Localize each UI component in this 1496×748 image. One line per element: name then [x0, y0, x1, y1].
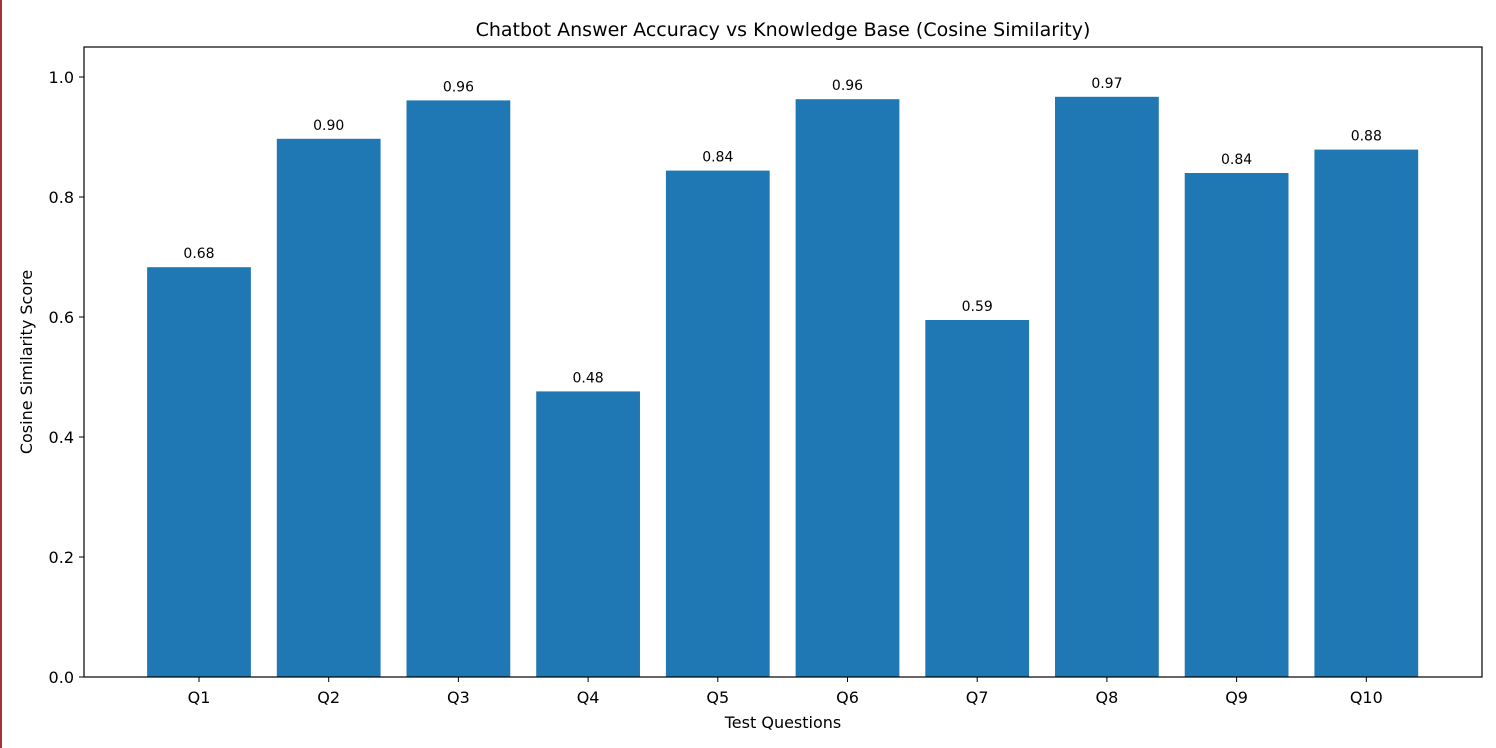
data-label-q4: 0.48 [573, 370, 604, 386]
bar-q1 [147, 267, 251, 677]
data-label-q7: 0.59 [962, 299, 993, 315]
bars-layer [147, 96, 1419, 678]
y-tick-label: 0.6 [49, 308, 74, 327]
chart-title: Chatbot Answer Accuracy vs Knowledge Bas… [476, 19, 1091, 41]
x-tick-label: Q10 [1350, 688, 1383, 707]
y-tick-label: 0.2 [49, 548, 74, 567]
bar-q8 [1055, 96, 1159, 678]
x-tick-label: Q1 [188, 688, 211, 707]
x-tick-label: Q3 [447, 688, 470, 707]
window-left-edge [0, 0, 2, 748]
x-tick-label: Q6 [836, 688, 859, 707]
bar-q3 [406, 100, 511, 677]
x-axis-label: Test Questions [724, 713, 842, 732]
bar-q4 [536, 391, 640, 677]
bar-q9 [1184, 173, 1289, 677]
data-labels-layer: 0.68 0.90 0.96 0.48 0.84 0.96 0.59 0.97 0.84 0.88 [183, 76, 1381, 387]
y-axis-ticks: 0.0 0.2 0.4 0.6 0.8 1.0 [49, 68, 84, 687]
x-tick-label: Q8 [1096, 688, 1119, 707]
x-tick-label: Q9 [1225, 688, 1248, 707]
data-label-q2: 0.90 [313, 118, 344, 134]
x-tick-label: Q4 [577, 688, 600, 707]
bar-q5 [665, 170, 770, 677]
data-label-q9: 0.84 [1221, 152, 1252, 168]
data-label-q1: 0.68 [183, 246, 214, 262]
x-axis-ticks: Q1 Q2 Q3 Q4 Q5 Q6 Q7 Q8 Q9 Q10 [188, 677, 1383, 707]
bar-q2 [276, 138, 381, 678]
y-axis-label: Cosine Similarity Score [17, 270, 36, 454]
y-tick-label: 0.8 [49, 188, 74, 207]
bar-q6 [795, 99, 900, 677]
bar-q10 [1314, 149, 1419, 678]
data-label-q10: 0.88 [1351, 129, 1382, 145]
x-tick-label: Q2 [317, 688, 340, 707]
data-label-q8: 0.97 [1091, 76, 1122, 92]
bar-q7 [925, 320, 1030, 677]
data-label-q5: 0.84 [702, 150, 733, 166]
y-tick-label: 1.0 [49, 68, 74, 87]
data-label-q6: 0.96 [832, 78, 863, 94]
x-tick-label: Q5 [706, 688, 729, 707]
y-tick-label: 0.0 [49, 668, 74, 687]
plot-frame [83, 46, 1483, 678]
x-tick-label: Q7 [966, 688, 989, 707]
y-tick-label: 0.4 [49, 428, 74, 447]
data-label-q3: 0.96 [443, 79, 474, 95]
